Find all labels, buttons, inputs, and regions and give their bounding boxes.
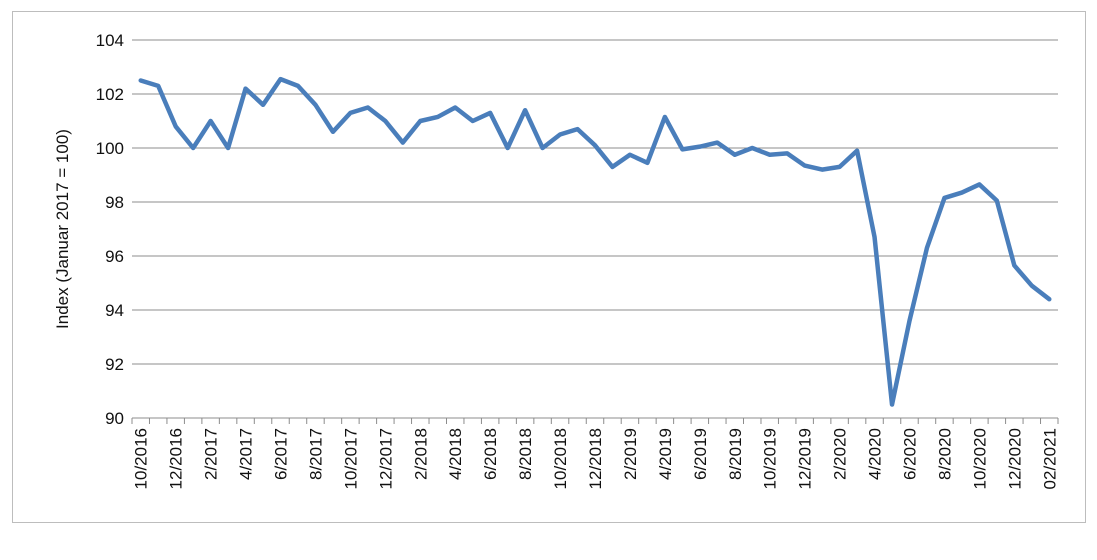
x-tick-label: 10/2017 xyxy=(341,428,360,489)
x-tick-label: 10/2020 xyxy=(970,428,989,489)
x-axis-tick-labels: 10/2016 12/2016 2/2017 4/2017 6/2017 8/2017 10… xyxy=(132,428,1060,489)
x-tick-label: 10/2018 xyxy=(551,428,570,489)
x-tick-label: 2/2017 xyxy=(202,428,221,480)
y-tick-label: 92 xyxy=(105,355,124,374)
x-tick-label: 2/2020 xyxy=(831,428,850,480)
x-tick-label: 12/2019 xyxy=(796,428,815,489)
y-tick-label: 102 xyxy=(96,85,124,104)
y-axis-title: Index (Januar 2017 = 100) xyxy=(53,129,72,329)
y-tick-label: 90 xyxy=(105,409,124,428)
x-tick-label: 8/2020 xyxy=(935,428,954,480)
x-tick-label: 4/2019 xyxy=(656,428,675,480)
y-tick-label: 94 xyxy=(105,301,124,320)
y-tick-label: 100 xyxy=(96,139,124,158)
x-tick-label: 8/2018 xyxy=(516,428,535,480)
series-line xyxy=(138,76,1052,407)
x-tick-label: 4/2020 xyxy=(866,428,885,480)
x-tick-label: 12/2016 xyxy=(167,428,186,489)
x-tick-label: 02/2021 xyxy=(1040,428,1059,489)
x-tick-label: 8/2019 xyxy=(726,428,745,480)
x-tick-label: 4/2017 xyxy=(237,428,256,480)
data-series xyxy=(138,76,1052,407)
x-tick-label: 6/2017 xyxy=(272,428,291,480)
x-tick-label: 6/2019 xyxy=(691,428,710,480)
x-tick-label: 12/2020 xyxy=(1005,428,1024,489)
y-axis-tick-labels: 90 92 94 96 98 100 102 104 xyxy=(96,31,124,428)
x-tick-label: 12/2018 xyxy=(586,428,605,489)
x-tick-label: 10/2016 xyxy=(132,428,151,489)
x-tick-label: 6/2018 xyxy=(481,428,500,480)
x-axis xyxy=(131,417,1059,424)
x-tick-label: 10/2019 xyxy=(761,428,780,489)
x-tick-label: 2/2019 xyxy=(621,428,640,480)
x-tick-label: 4/2018 xyxy=(446,428,465,480)
chart-frame xyxy=(12,11,1086,523)
x-tick-label: 6/2020 xyxy=(900,428,919,480)
x-tick-label: 2/2018 xyxy=(411,428,430,480)
x-tick-label: 8/2017 xyxy=(306,428,325,480)
x-tick-label: 12/2017 xyxy=(376,428,395,489)
y-tick-label: 96 xyxy=(105,247,124,266)
y-tick-label: 98 xyxy=(105,193,124,212)
y-tick-label: 104 xyxy=(96,31,124,50)
